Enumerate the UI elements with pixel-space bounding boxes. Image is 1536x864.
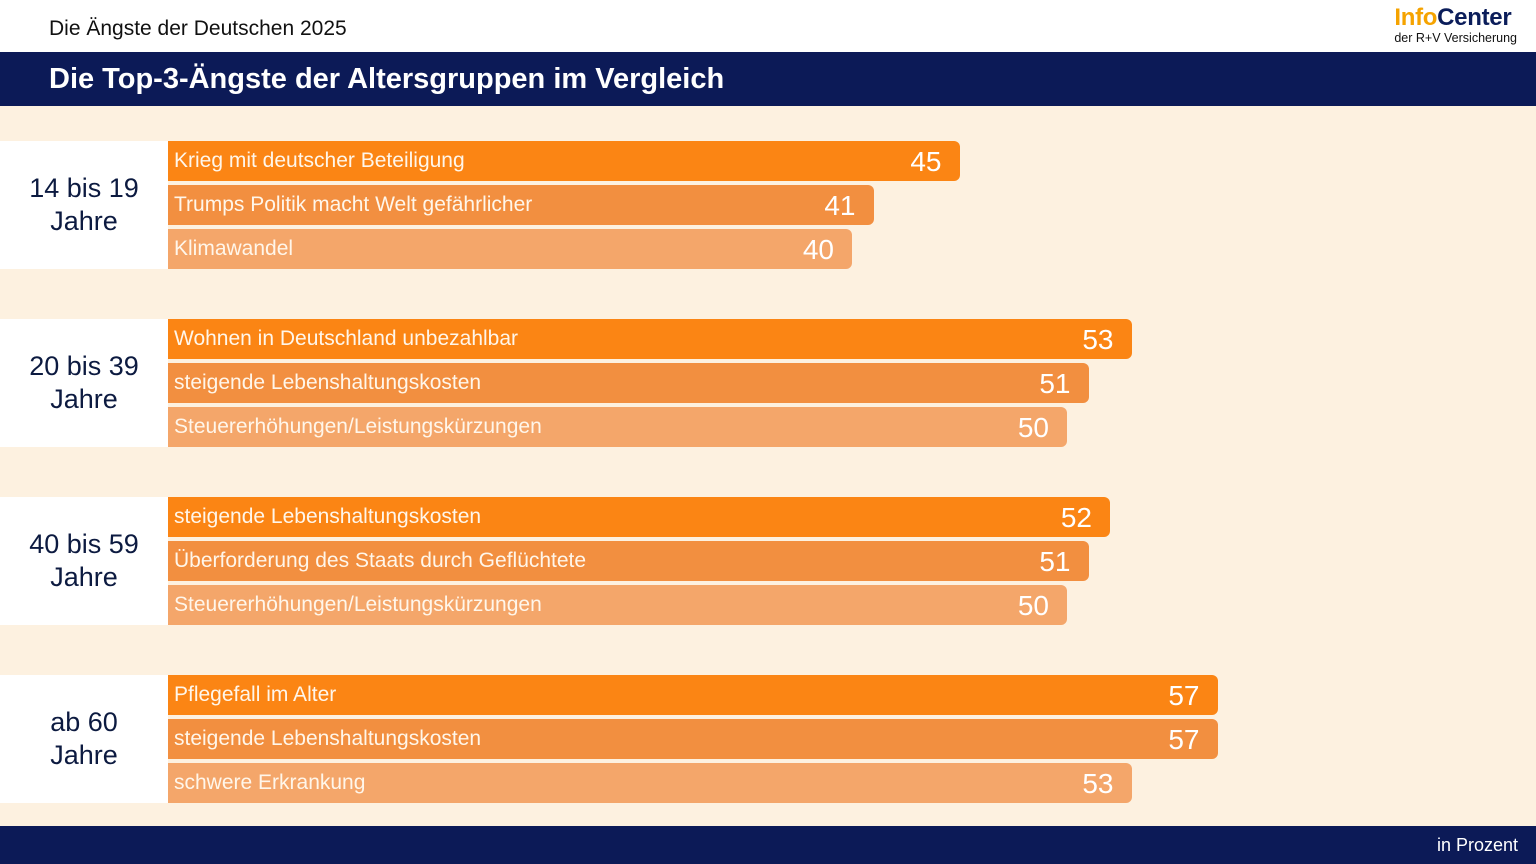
- bar-label: steigende Lebenshaltungskosten: [174, 505, 482, 528]
- bar: [168, 229, 852, 269]
- bar: [168, 185, 874, 225]
- footer-bar: in Prozent: [0, 826, 1536, 864]
- chart-title: Die Top-3-Ängste der Altersgruppen im Ve…: [49, 63, 725, 95]
- bar-label: Überforderung des Staats durch Geflüchte…: [174, 549, 587, 572]
- group-label-line1: 20 bis 39: [29, 351, 139, 381]
- bar-label: Krieg mit deutscher Beteiligung: [174, 149, 465, 172]
- bar: [168, 407, 1067, 447]
- bar-value-label: 51: [1039, 368, 1071, 399]
- bar-label: Steuererhöhungen/Leistungskürzungen: [174, 415, 542, 438]
- bar: [168, 319, 1132, 359]
- group-label-line2: Jahre: [50, 740, 118, 770]
- logo-part-center: Center: [1437, 4, 1512, 31]
- logo-subtitle: der R+V Versicherung: [1394, 31, 1517, 45]
- logo-part-info: Info: [1394, 4, 1438, 31]
- unit-label: in Prozent: [1436, 835, 1518, 855]
- bar-value-label: 40: [802, 234, 834, 265]
- bar-label: Klimawandel: [174, 237, 294, 260]
- group-label-line2: Jahre: [50, 562, 118, 592]
- bar: [168, 585, 1067, 625]
- top-bar: Die Ängste der Deutschen 2025 InfoCenter…: [0, 0, 1536, 52]
- bar-label: steigende Lebenshaltungskosten: [174, 727, 482, 750]
- bar-value-label: 53: [1082, 768, 1114, 799]
- bar-label: Wohnen in Deutschland unbezahlbar: [174, 327, 519, 350]
- group-label-line1: 40 bis 59: [29, 529, 139, 559]
- group-label: ab 60 Jahre: [0, 675, 168, 803]
- bar-value-label: 52: [1060, 502, 1092, 533]
- bar-label: Pflegefall im Alter: [174, 683, 337, 706]
- bar-value-label: 53: [1082, 324, 1114, 355]
- suptitle: Die Ängste der Deutschen 2025: [49, 17, 347, 40]
- bar: [168, 719, 1218, 759]
- bar: [168, 141, 960, 181]
- bar-value-label: 45: [910, 146, 942, 177]
- group-label: 20 bis 39 Jahre: [0, 319, 168, 447]
- bar: [168, 363, 1089, 403]
- bar-value-label: 51: [1039, 546, 1071, 577]
- bar: [168, 497, 1110, 537]
- bar-label: schwere Erkrankung: [174, 771, 366, 794]
- bar-label: Steuererhöhungen/Leistungskürzungen: [174, 593, 542, 616]
- title-bar: Die Top-3-Ängste der Altersgruppen im Ve…: [0, 52, 1536, 106]
- infocenter-logo: InfoCenter der R+V Versicherung: [1394, 4, 1517, 46]
- bar-value-label: 50: [1017, 412, 1049, 443]
- bar-value-label: 57: [1168, 724, 1200, 755]
- bar-label: Trumps Politik macht Welt gefährlicher: [174, 193, 533, 216]
- bar: [168, 675, 1218, 715]
- bar-value-label: 50: [1017, 590, 1049, 621]
- bar-value-label: 41: [824, 190, 856, 221]
- bar-value-label: 57: [1168, 680, 1200, 711]
- group-label-line2: Jahre: [50, 384, 118, 414]
- group-label-line2: Jahre: [50, 206, 118, 236]
- group-label-line1: 14 bis 19: [29, 173, 139, 203]
- group-label-line1: ab 60: [50, 707, 118, 737]
- bar: [168, 541, 1089, 581]
- group-label: 40 bis 59 Jahre: [0, 497, 168, 625]
- bar-label: steigende Lebenshaltungskosten: [174, 371, 482, 394]
- group-label: 14 bis 19 Jahre: [0, 141, 168, 269]
- bar: [168, 763, 1132, 803]
